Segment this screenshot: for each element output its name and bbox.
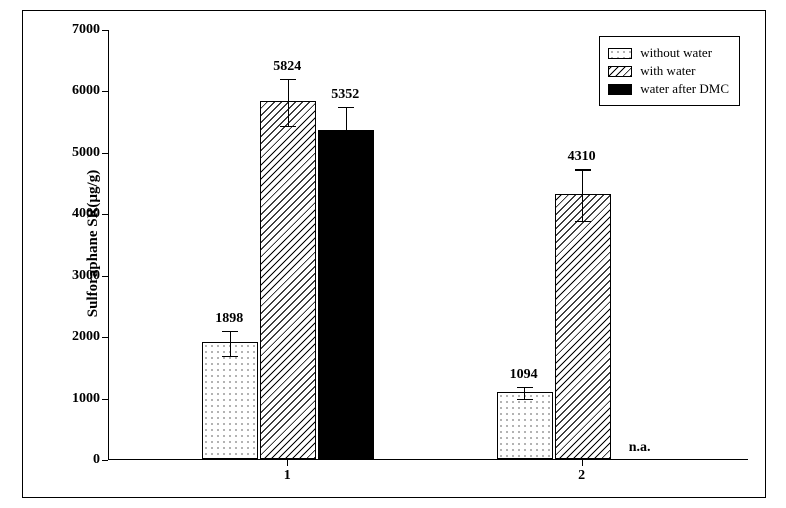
- legend-item: with water: [608, 63, 729, 79]
- y-tick-label: 5000: [56, 145, 100, 161]
- y-tick: [102, 30, 108, 31]
- y-tick: [102, 337, 108, 338]
- y-tick-label: 7000: [56, 22, 100, 38]
- y-tick: [102, 276, 108, 277]
- y-axis-title: Sulforaphane SR(µg/g): [85, 170, 102, 317]
- bar-with_water: [260, 101, 316, 459]
- errorbar-cap: [222, 356, 238, 357]
- errorbar-cap: [280, 126, 296, 127]
- bar-without_water: [497, 392, 553, 459]
- legend-item: water after DMC: [608, 81, 729, 97]
- errorbar-cap: [575, 221, 591, 222]
- y-tick: [102, 214, 108, 215]
- y-tick-label: 4000: [56, 206, 100, 222]
- legend-swatch: [608, 84, 632, 95]
- y-tick-label: 1000: [56, 391, 100, 407]
- bar-without_water: [202, 342, 258, 459]
- y-tick: [102, 153, 108, 154]
- y-tick-label: 3000: [56, 268, 100, 284]
- y-tick-label: 0: [56, 452, 100, 468]
- y-tick-label: 2000: [56, 329, 100, 345]
- errorbar: [230, 331, 231, 356]
- errorbar: [582, 169, 583, 221]
- y-tick: [102, 460, 108, 461]
- errorbar: [346, 107, 347, 156]
- x-tick: [582, 460, 583, 466]
- legend-swatch: [608, 48, 632, 59]
- x-tick-label: 2: [578, 468, 585, 484]
- errorbar: [524, 387, 525, 399]
- legend-label: without water: [640, 45, 712, 61]
- bar-water_after_dmc: [318, 130, 374, 459]
- errorbar-cap: [280, 79, 296, 80]
- y-tick: [102, 91, 108, 92]
- bar-value-label: 1898: [215, 311, 243, 327]
- bar-with_water: [555, 194, 611, 459]
- na-label: n.a.: [629, 440, 651, 456]
- legend-label: water after DMC: [640, 81, 729, 97]
- bar-value-label: 5824: [273, 59, 301, 75]
- errorbar: [288, 79, 289, 126]
- legend-swatch: [608, 66, 632, 77]
- bar-value-label: 5352: [331, 87, 359, 103]
- errorbar-cap: [517, 387, 533, 388]
- y-tick-label: 6000: [56, 83, 100, 99]
- legend-label: with water: [640, 63, 695, 79]
- x-tick-label: 1: [284, 468, 291, 484]
- errorbar-cap: [575, 169, 591, 170]
- y-tick: [102, 399, 108, 400]
- errorbar-cap: [338, 107, 354, 108]
- bar-value-label: 4310: [568, 149, 596, 165]
- chart-container: without water with water water after DMC S…: [0, 0, 786, 508]
- bar-value-label: 1094: [510, 367, 538, 383]
- legend: without water with water water after DMC: [599, 36, 740, 106]
- x-tick: [287, 460, 288, 466]
- legend-item: without water: [608, 45, 729, 61]
- errorbar-cap: [222, 331, 238, 332]
- errorbar-cap: [517, 399, 533, 400]
- errorbar-cap: [338, 156, 354, 157]
